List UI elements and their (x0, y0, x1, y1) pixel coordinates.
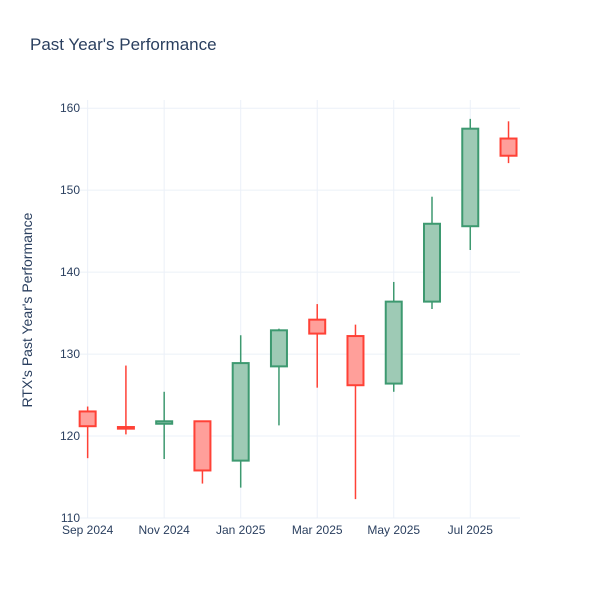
candle-body (461, 127, 480, 228)
candle-jul-2025 (461, 118, 480, 250)
candle-sep-2024 (78, 406, 97, 459)
x-tick-label: Jul 2025 (448, 523, 494, 537)
candle-body (155, 420, 174, 425)
y-tick-label: 160 (60, 101, 80, 115)
x-tick-label: Jan 2025 (216, 523, 266, 537)
candle-nov-2024 (155, 391, 174, 459)
candle-body (116, 426, 135, 430)
candle-body (384, 300, 403, 385)
candle-body (269, 329, 288, 368)
y-tick-label: 130 (60, 347, 80, 361)
candle-jun-2025 (423, 196, 441, 309)
candle-apr-2025 (346, 324, 365, 500)
x-tick-label: Nov 2024 (138, 523, 190, 537)
candle-may-2025 (384, 281, 403, 392)
candle-body (231, 362, 250, 462)
candle-aug-2025 (499, 121, 518, 164)
y-tick-label: 120 (60, 429, 80, 443)
y-tick-label: 150 (60, 183, 80, 197)
y-tick-label: 140 (60, 265, 80, 279)
y-tick-label: 110 (61, 511, 80, 525)
x-tick-labels: Sep 2024 Nov 2024 Jan 2025 Mar 2025 May 2025… (62, 523, 493, 537)
x-tick-label: May 2025 (367, 523, 420, 537)
candle-feb-2025 (269, 328, 288, 426)
y-axis-title: RTX's Past Year's Performance (19, 212, 35, 407)
candle-body (346, 335, 365, 387)
candles-layer (78, 118, 518, 500)
candle-body (499, 137, 518, 157)
candle-body (423, 222, 441, 303)
candle-body (308, 318, 327, 335)
grid-layer (80, 100, 520, 519)
candle-dec-2024 (193, 420, 212, 484)
candle-mar-2025 (308, 304, 327, 388)
candle-body (78, 410, 97, 428)
candle-jan-2025 (231, 335, 250, 488)
candle-oct-2024 (116, 365, 135, 435)
candle-body (193, 420, 212, 472)
chart-title: Past Year's Performance (30, 35, 217, 54)
x-tick-label: Sep 2024 (62, 523, 114, 537)
y-tick-labels: 110 120 130 140 150 160 (60, 101, 80, 525)
x-tick-label: Mar 2025 (292, 523, 343, 537)
